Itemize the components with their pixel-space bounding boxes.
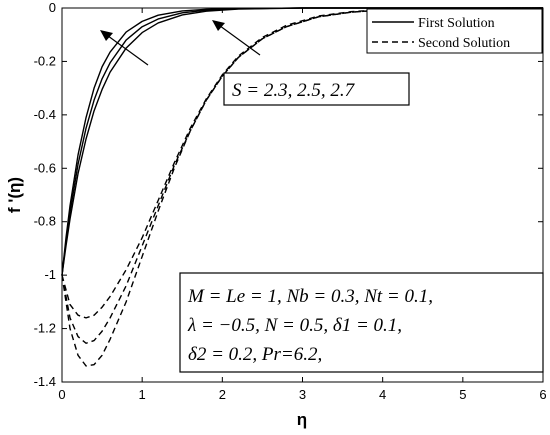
y-tick-label: -0.6 xyxy=(34,160,56,175)
x-tick-label: 4 xyxy=(379,387,386,402)
x-tick-label: 0 xyxy=(58,387,65,402)
y-tick-label: 0 xyxy=(49,0,56,15)
s-values-text: S = 2.3, 2.5, 2.7 xyxy=(232,80,356,101)
legend-box xyxy=(366,8,543,54)
legend-label-first: First Solution xyxy=(418,16,495,31)
x-tick-label: 2 xyxy=(219,387,226,402)
y-tick-label: -0.2 xyxy=(34,53,56,68)
params-line-1: M = Le = 1, Nb = 0.3, Nt = 0.1, xyxy=(187,286,433,307)
y-tick-label: -1.4 xyxy=(34,374,56,389)
arrow-first-solution xyxy=(100,30,149,66)
x-tick-label: 5 xyxy=(459,387,466,402)
y-axis-label: f '(η) xyxy=(5,177,24,213)
params-line-3: δ2 = 0.2, Pr=6.2, xyxy=(188,344,322,365)
series-line-second-s2-7 xyxy=(61,7,544,367)
y-tick-label: -1 xyxy=(44,267,56,282)
x-tick-label: 1 xyxy=(139,387,146,402)
legend-label-second: Second Solution xyxy=(418,36,510,51)
y-tick-label: -0.4 xyxy=(34,107,56,122)
x-tick-label: 6 xyxy=(539,387,546,402)
y-tick-label: -0.8 xyxy=(34,214,56,229)
x-tick-label: 3 xyxy=(299,387,306,402)
series-line-first-s2-7 xyxy=(61,7,543,276)
parameter-annotation: M = Le = 1, Nb = 0.3, Nt = 0.1, λ = −0.5… xyxy=(179,272,544,373)
y-tick-label: -1.2 xyxy=(34,321,56,336)
legend: First Solution Second Solution xyxy=(366,8,543,54)
params-line-2: λ = −0.5, N = 0.5, δ1 = 0.1, xyxy=(187,315,402,336)
arrow-second-solution xyxy=(212,20,261,56)
series-line-second-s2-5 xyxy=(61,7,544,344)
s-values-annotation: S = 2.3, 2.5, 2.7 xyxy=(223,72,410,106)
x-axis-label: η xyxy=(297,410,307,429)
